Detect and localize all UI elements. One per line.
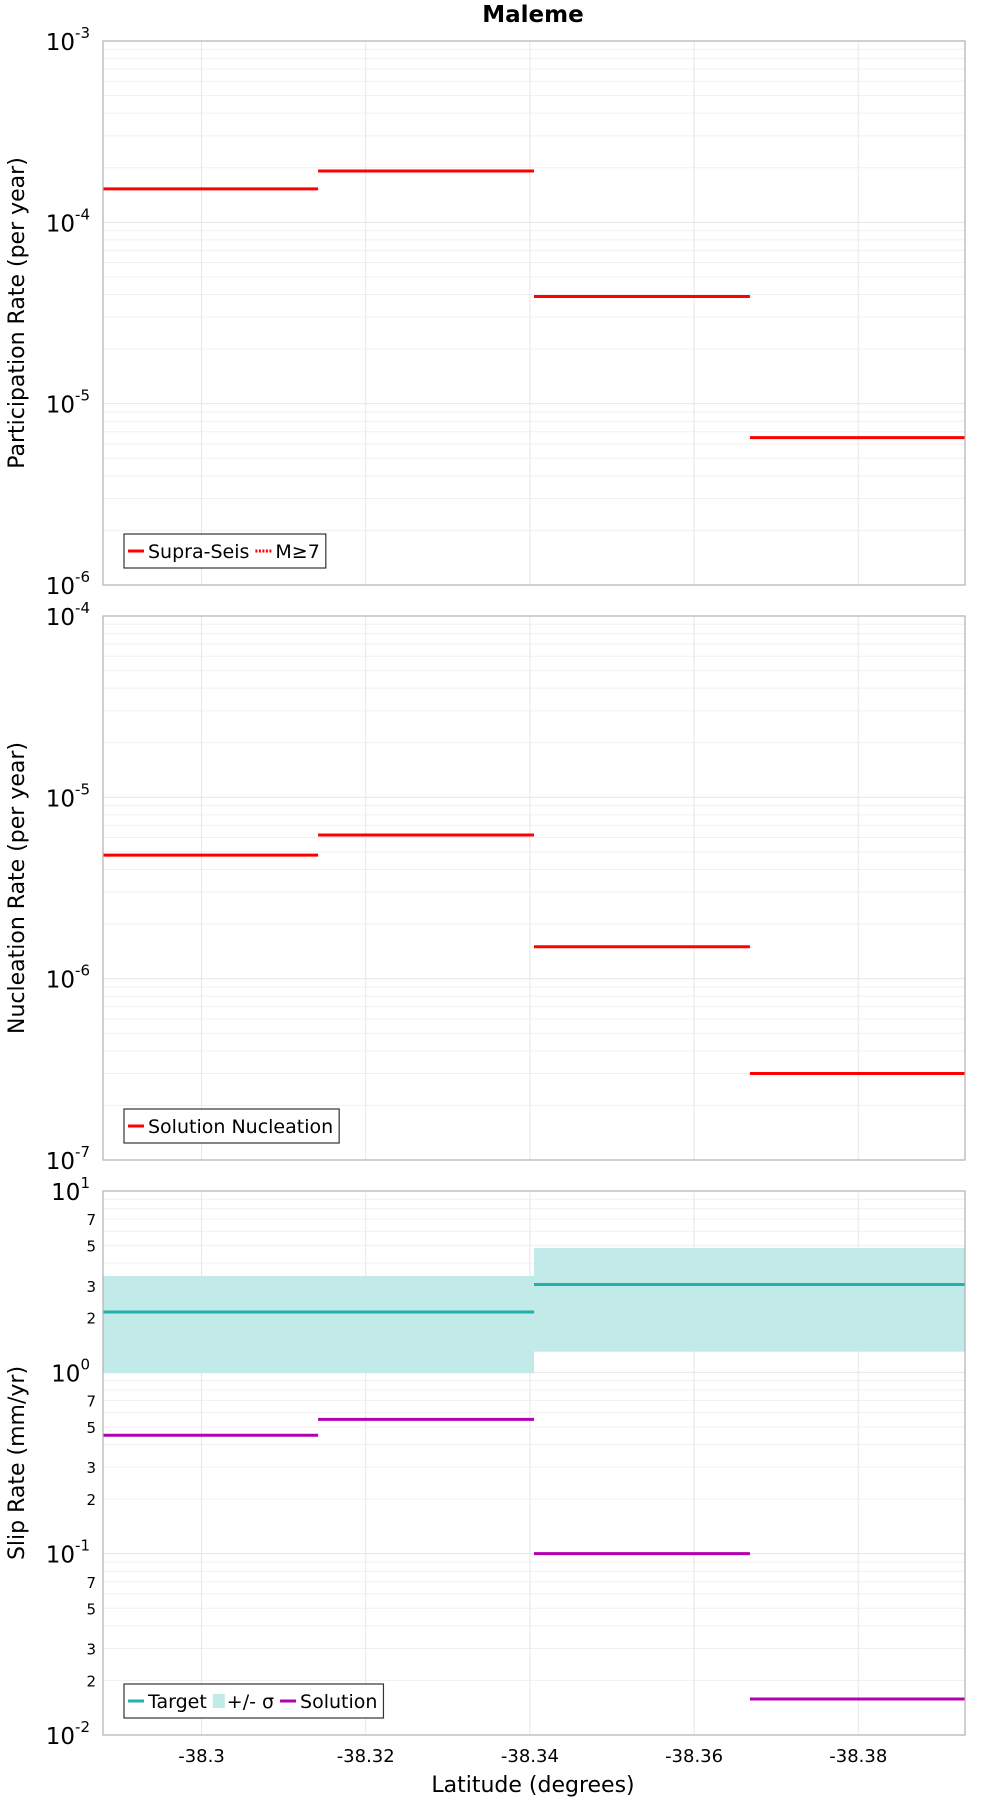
x-tick-label: -38.36: [665, 1746, 723, 1767]
y-minor-tick-label: 2: [86, 1310, 96, 1328]
y-minor-tick-label: 2: [86, 1491, 96, 1509]
legend-background: [124, 1684, 384, 1718]
y-minor-tick-label: 5: [86, 1419, 96, 1437]
y-axis-label: Slip Rate (mm/yr): [5, 1366, 30, 1560]
panel-3: 101 100 10-1 10-2 7 5 3 2 7 5 3 2 7 5 3 2 Slip Rate (mm/…: [5, 1174, 966, 1767]
y-axis-label: Participation Rate (per year): [5, 157, 30, 469]
y-tick-label: 100: [51, 1355, 90, 1387]
y-minor-tick-label: 2: [86, 1672, 96, 1690]
y-minor-tick-label: 3: [86, 1640, 96, 1658]
y-tick-label: 101: [51, 1174, 90, 1206]
y-minor-tick-label: 7: [86, 1211, 96, 1229]
legend-background: [124, 1109, 340, 1143]
y-minor-tick-label: 7: [86, 1392, 96, 1410]
y-tick-label: 10-6: [46, 568, 90, 600]
legend: Solution Nucleation: [123, 1108, 340, 1144]
y-minor-tick-label: 5: [86, 1600, 96, 1618]
x-tick-label: -38.32: [337, 1746, 395, 1767]
y-tick-label: 10-5: [46, 780, 90, 812]
x-axis-label: Latitude (degrees): [431, 1773, 634, 1798]
y-minor-tick-label: 5: [86, 1238, 96, 1256]
legend-label: M≥7: [275, 541, 319, 563]
panels: 10-3 10-4 10-5 10-6 Participation Rate (per …: [5, 24, 966, 1767]
legend-label: Solution Nucleation: [148, 1116, 333, 1138]
figure-title: Maleme: [482, 2, 583, 28]
y-tick-label: 10-3: [46, 24, 90, 56]
legend-border: [123, 1108, 340, 1144]
legend-background: [124, 534, 326, 568]
legend: Target +/- σ Solution: [123, 1683, 385, 1719]
legend-border: [123, 533, 327, 569]
panel-2: 10-4 10-5 10-6 10-7 Nucleation Rate (per yea…: [5, 599, 966, 1175]
y-tick-label: 10-4: [46, 205, 90, 237]
legend: Supra-Seis M≥7: [123, 533, 327, 569]
y-tick-label: 10-5: [46, 387, 90, 419]
legend-label: +/- σ: [227, 1691, 274, 1713]
x-tick-label: -38.3: [178, 1746, 225, 1767]
plot-frame: [102, 1190, 966, 1736]
sigma-band: [103, 1275, 534, 1374]
legend-label: Solution: [300, 1691, 377, 1713]
plot-frame: [102, 40, 966, 586]
legend-label: Supra-Seis: [148, 541, 249, 563]
x-tick-label: -38.38: [829, 1746, 887, 1767]
y-tick-label: 10-1: [46, 1537, 90, 1569]
y-tick-label: 10-4: [46, 599, 90, 631]
sigma-band: [534, 1247, 965, 1352]
y-tick-label: 10-2: [46, 1718, 90, 1750]
y-tick-label: 10-6: [46, 962, 90, 994]
legend-border: [123, 1683, 385, 1719]
y-minor-tick-label: 3: [86, 1278, 96, 1296]
legend-label: Target: [147, 1691, 207, 1713]
y-tick-label: 10-7: [46, 1143, 90, 1175]
plot-frame: [102, 615, 966, 1161]
y-minor-tick-label: 3: [86, 1459, 96, 1477]
y-axis-label: Nucleation Rate (per year): [5, 742, 30, 1034]
y-minor-tick-label: 7: [86, 1574, 96, 1592]
panel-1: 10-3 10-4 10-5 10-6 Participation Rate (per …: [5, 24, 966, 600]
x-tick-label: -38.34: [501, 1746, 559, 1767]
legend-swatch-band: [212, 1694, 225, 1708]
